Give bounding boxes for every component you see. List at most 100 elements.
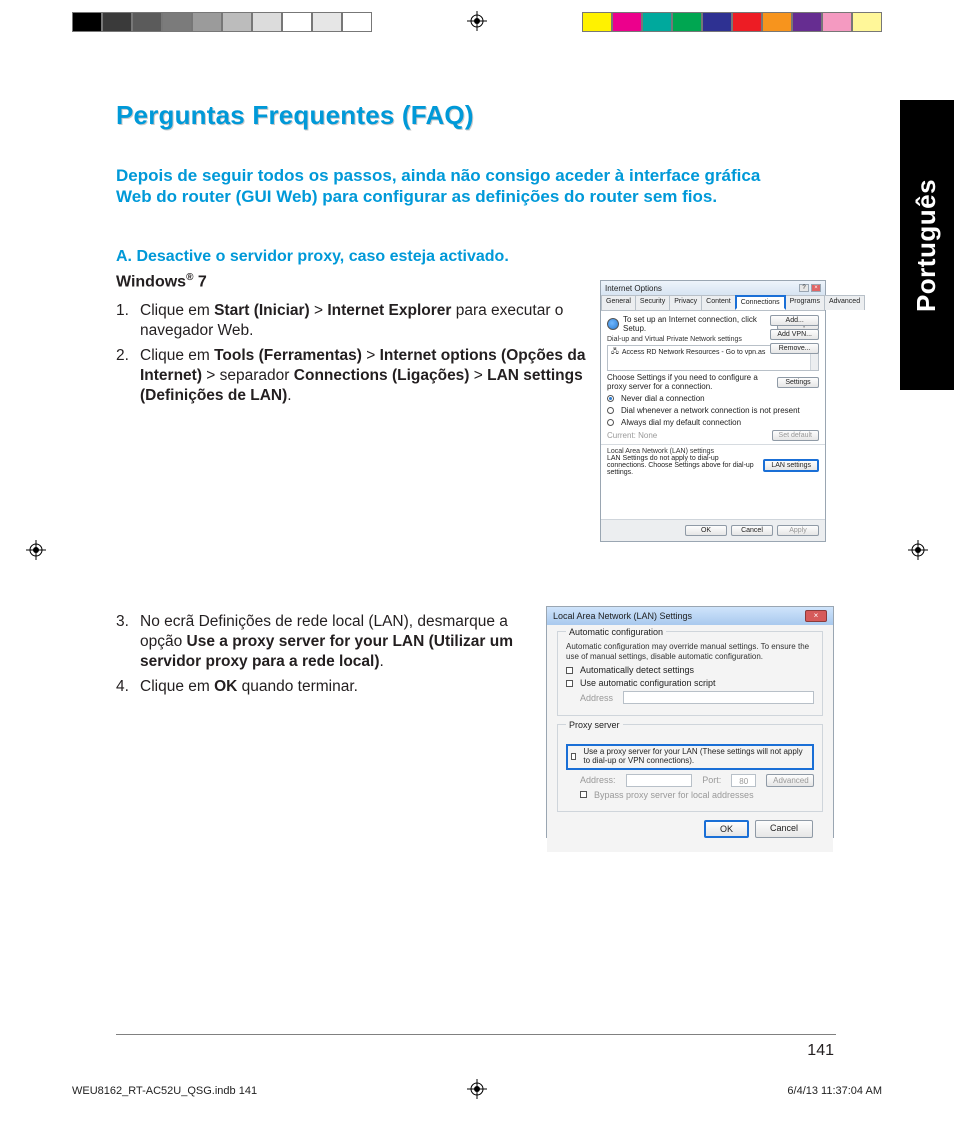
button[interactable]: Add... xyxy=(770,315,819,326)
network-icon: 🖧 xyxy=(611,347,619,358)
globe-icon xyxy=(607,318,619,330)
lan-settings-dialog: Local Area Network (LAN) Settings × Auto… xyxy=(546,606,834,838)
cancel-button[interactable]: Cancel xyxy=(731,525,773,536)
list-item: 1.Clique em Start (Iniciar) > Internet E… xyxy=(116,301,596,341)
dialog-titlebar: Local Area Network (LAN) Settings × xyxy=(547,607,833,625)
tab-advanced[interactable]: Advanced xyxy=(824,295,865,310)
step-number: 4. xyxy=(116,677,140,697)
color-swatch xyxy=(672,12,702,32)
color-swatch xyxy=(612,12,642,32)
color-swatch xyxy=(852,12,882,32)
step-text: Clique em OK quando terminar. xyxy=(140,677,546,697)
color-swatch xyxy=(72,12,102,32)
close-icon[interactable]: × xyxy=(811,284,821,292)
language-tab: Português xyxy=(900,100,954,390)
cancel-button[interactable]: Cancel xyxy=(755,820,813,838)
step-number: 1. xyxy=(116,301,140,341)
color-swatch xyxy=(162,12,192,32)
tab-connections[interactable]: Connections xyxy=(735,295,786,310)
radio-icon[interactable] xyxy=(607,407,614,414)
proxy-chk-label: Use a proxy server for your LAN (These s… xyxy=(583,748,809,766)
page-number: 141 xyxy=(807,1042,834,1060)
address-input[interactable] xyxy=(623,691,814,704)
imprint-file: WEU8162_RT-AC52U_QSG.indb 141 xyxy=(72,1085,257,1097)
imprint-timestamp: 6/4/13 11:37:04 AM xyxy=(787,1085,882,1097)
footer-rule xyxy=(116,1034,836,1035)
button[interactable]: Add VPN... xyxy=(770,329,819,340)
color-swatch xyxy=(732,12,762,32)
radio-icon[interactable] xyxy=(607,395,614,402)
dialog-footer: OK Cancel xyxy=(557,820,823,846)
dialog-title: Internet Options xyxy=(605,284,662,293)
color-swatch xyxy=(822,12,852,32)
color-swatch xyxy=(642,12,672,32)
auto-config-text: Automatic configuration may override man… xyxy=(566,642,814,661)
tabs: GeneralSecurityPrivacyContentConnections… xyxy=(601,295,825,311)
settings-button[interactable]: Settings xyxy=(777,377,819,388)
list-item: 2.Clique em Tools (Ferramentas) > Intern… xyxy=(116,346,596,405)
checkbox[interactable] xyxy=(580,791,587,798)
port-input[interactable]: 80 xyxy=(731,774,756,787)
checkbox[interactable] xyxy=(566,667,573,674)
color-swatch xyxy=(222,12,252,32)
color-swatch xyxy=(342,12,372,32)
section-a-heading: A. Desactive o servidor proxy, caso este… xyxy=(116,248,836,266)
steps-bottom: 3.No ecrã Definições de rede local (LAN)… xyxy=(116,612,546,697)
lan-text: LAN Settings do not apply to dial-up con… xyxy=(607,455,759,476)
color-swatch xyxy=(252,12,282,32)
color-swatch xyxy=(192,12,222,32)
help-icon[interactable]: ? xyxy=(799,284,809,292)
dialog-titlebar: Internet Options ?× xyxy=(601,281,825,295)
choose-text: Choose Settings if you need to configure… xyxy=(607,373,773,391)
apply-button[interactable]: Apply xyxy=(777,525,819,536)
registration-mark-icon xyxy=(26,540,46,560)
checkbox[interactable] xyxy=(566,680,573,687)
color-swatch xyxy=(312,12,342,32)
chk-auto-script: Use automatic configuration script xyxy=(580,678,716,688)
tab-pane-connections: To set up an Internet connection, click … xyxy=(601,311,825,519)
print-color-bar xyxy=(0,12,954,34)
page-title: Perguntas Frequentes (FAQ) xyxy=(116,100,836,131)
color-swatch xyxy=(132,12,162,32)
tab-security[interactable]: Security xyxy=(635,295,670,310)
lan-settings-button[interactable]: LAN settings xyxy=(763,459,819,472)
close-icon[interactable]: × xyxy=(805,610,827,622)
set-default-button[interactable]: Set default xyxy=(772,430,819,441)
imprint: WEU8162_RT-AC52U_QSG.indb 141 6/4/13 11:… xyxy=(72,1085,882,1097)
step-text: Clique em Tools (Ferramentas) > Internet… xyxy=(140,346,596,405)
list-item: 4.Clique em OK quando terminar. xyxy=(116,677,546,697)
radio-row[interactable]: Never dial a connection xyxy=(607,394,819,403)
language-label: Português xyxy=(912,178,943,311)
tab-programs[interactable]: Programs xyxy=(785,295,825,310)
advanced-button[interactable]: Advanced xyxy=(766,774,814,787)
address-label: Address xyxy=(580,693,613,703)
ok-button[interactable]: OK xyxy=(685,525,727,536)
chk-auto-detect: Automatically detect settings xyxy=(580,665,694,675)
registration-mark-icon xyxy=(908,540,928,560)
radio-row[interactable]: Dial whenever a network connection is no… xyxy=(607,406,819,415)
button[interactable]: Remove... xyxy=(770,343,819,354)
tab-content[interactable]: Content xyxy=(701,295,736,310)
bypass-label: Bypass proxy server for local addresses xyxy=(594,790,754,800)
ok-button[interactable]: OK xyxy=(704,820,749,838)
radio-icon[interactable] xyxy=(607,419,614,426)
proxy-address-input[interactable] xyxy=(626,774,693,787)
current-label: Current: None xyxy=(607,431,657,440)
internet-options-dialog: Internet Options ?× GeneralSecurityPriva… xyxy=(600,280,826,542)
intro-text: Depois de seguir todos os passos, ainda … xyxy=(116,165,776,208)
radio-row[interactable]: Always dial my default connection xyxy=(607,418,819,427)
tab-general[interactable]: General xyxy=(601,295,636,310)
auto-config-fieldset: Automatic configuration Automatic config… xyxy=(557,631,823,716)
fieldset-legend: Automatic configuration xyxy=(566,627,666,637)
setup-text: To set up an Internet connection, click … xyxy=(623,315,773,333)
tab-privacy[interactable]: Privacy xyxy=(669,295,702,310)
step-text: Clique em Start (Iniciar) > Internet Exp… xyxy=(140,301,596,341)
color-swatch xyxy=(762,12,792,32)
color-swatch xyxy=(702,12,732,32)
list-item: Access RD Network Resources - Go to vpn.… xyxy=(622,349,766,356)
highlighted-proxy-option: Use a proxy server for your LAN (These s… xyxy=(566,744,814,770)
radio-label: Never dial a connection xyxy=(621,394,705,403)
checkbox-use-proxy[interactable] xyxy=(571,753,576,760)
color-swatch xyxy=(792,12,822,32)
addr-label: Address: xyxy=(580,775,616,785)
